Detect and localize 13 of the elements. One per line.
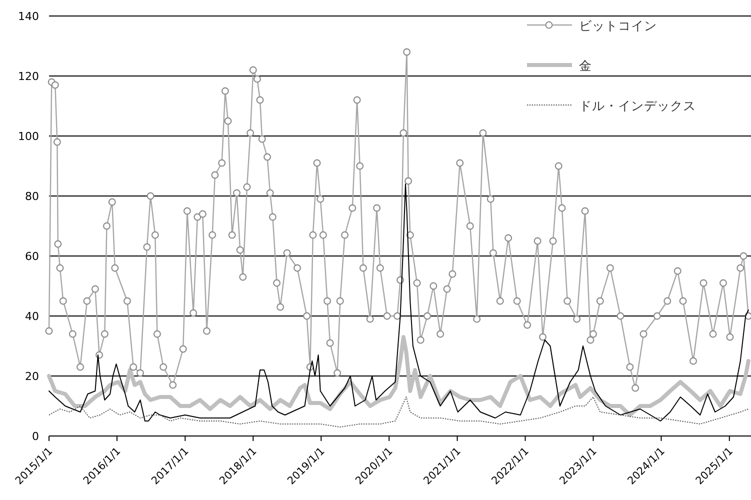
legend-label: ドル・インデックス bbox=[579, 98, 696, 113]
y-tick-label: 40 bbox=[25, 310, 39, 323]
legend-label: ビットコイン bbox=[579, 18, 657, 33]
y-tick-label: 60 bbox=[25, 250, 39, 263]
legend-label: 金 bbox=[579, 58, 592, 73]
y-tick-label: 100 bbox=[18, 130, 39, 143]
y-tick-label: 20 bbox=[25, 370, 39, 383]
line-series bbox=[48, 396, 749, 428]
line-series bbox=[47, 335, 750, 417]
y-tick-label: 120 bbox=[18, 70, 39, 83]
y-tick-label: 140 bbox=[18, 10, 39, 23]
y-tick-label: 0 bbox=[32, 430, 39, 443]
y-tick-label: 80 bbox=[25, 190, 39, 203]
